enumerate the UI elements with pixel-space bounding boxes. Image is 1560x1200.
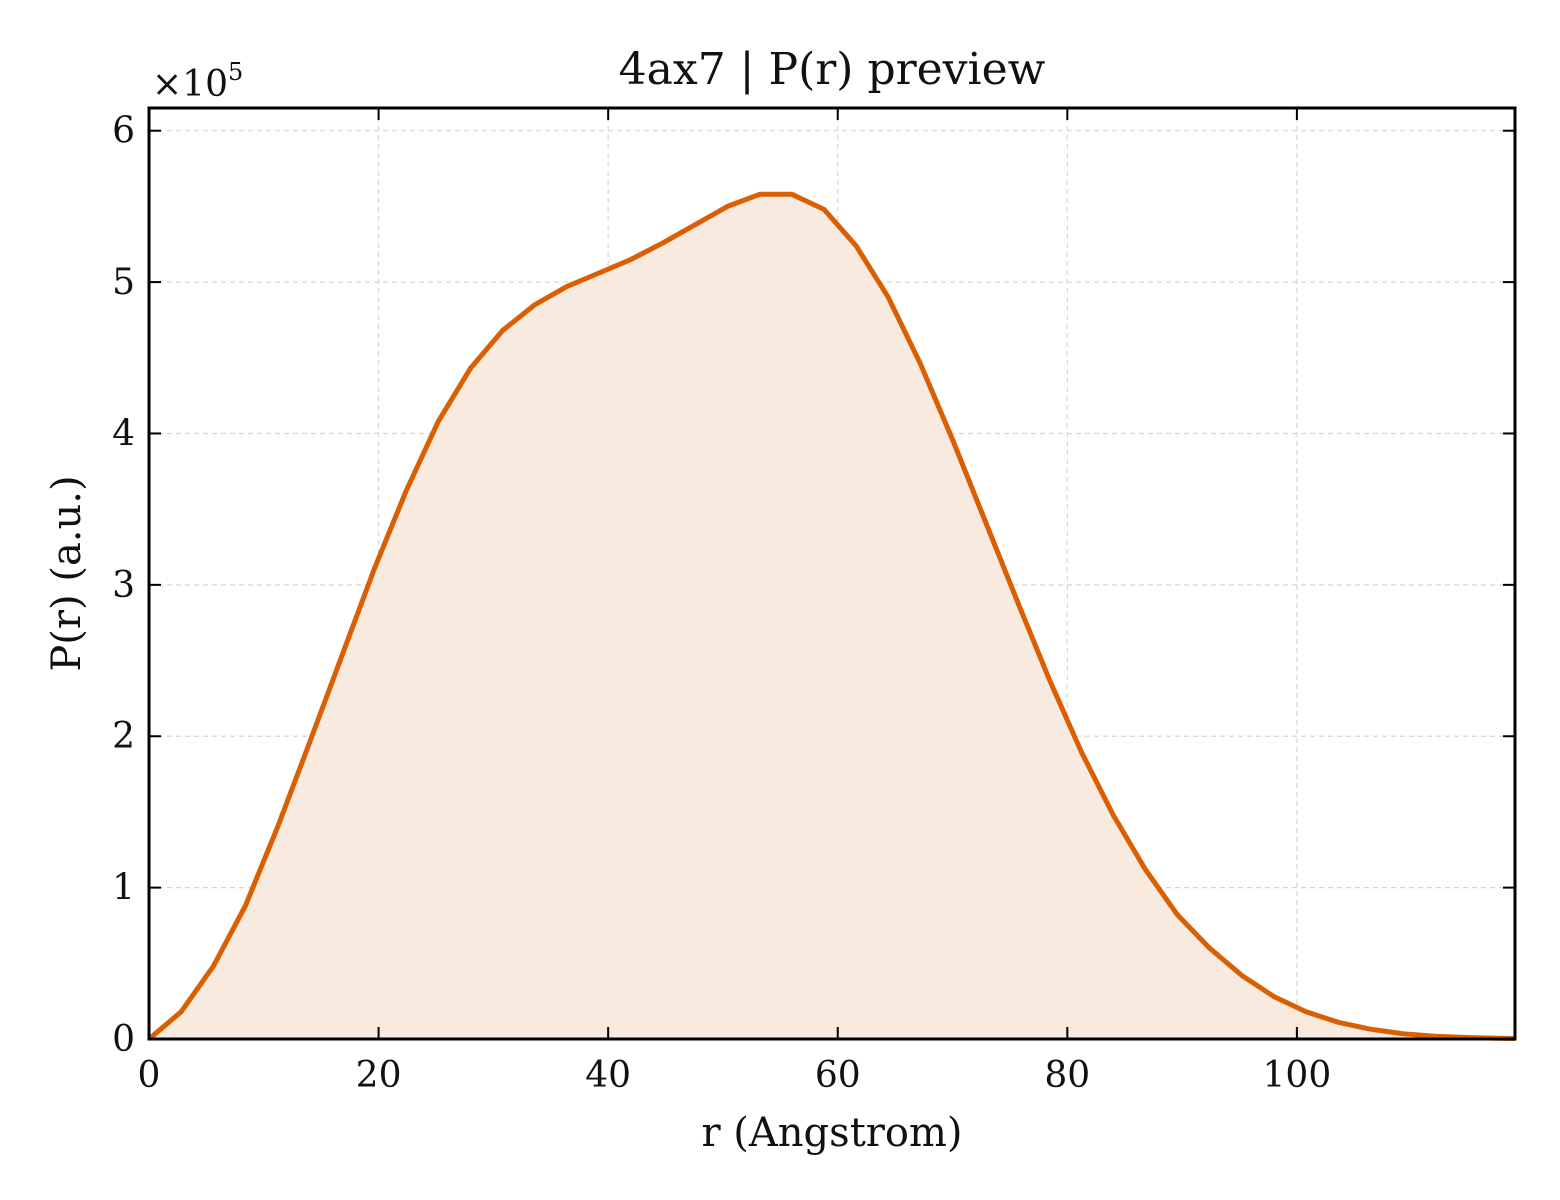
y-tick-label: 1: [112, 868, 135, 909]
y-tick-label: 2: [112, 716, 135, 757]
y-offset-base: ×10: [152, 64, 228, 105]
x-axis-label: r (Angstrom): [701, 1110, 962, 1156]
pr-area-fill: [149, 194, 1515, 1040]
y-axis-offset-label: ×105: [152, 58, 243, 105]
y-axis-label: P(r) (a.u.): [44, 475, 90, 671]
y-tick-label: 0: [112, 1019, 135, 1060]
axis-ticks: 0 20 40 60 80 100 0 1 2 3 4 5 6: [112, 108, 1515, 1096]
plot-frame: [147, 106, 1517, 1041]
y-tick-label: 3: [112, 565, 135, 606]
x-tick-label: 20: [356, 1055, 402, 1096]
y-tick-label: 5: [112, 262, 135, 303]
x-tick-label: 80: [1044, 1055, 1090, 1096]
chart-title: 4ax7 | P(r) preview: [619, 44, 1046, 95]
y-offset-exponent: 5: [228, 58, 243, 86]
x-tick-label: 60: [815, 1055, 861, 1096]
x-tick-label: 100: [1263, 1055, 1332, 1096]
pr-series-line: [147, 191, 1516, 1041]
y-tick-label: 6: [112, 111, 135, 152]
x-tick-label: 0: [138, 1055, 161, 1096]
x-tick-label: 40: [585, 1055, 631, 1096]
y-tick-label: 4: [112, 413, 135, 454]
